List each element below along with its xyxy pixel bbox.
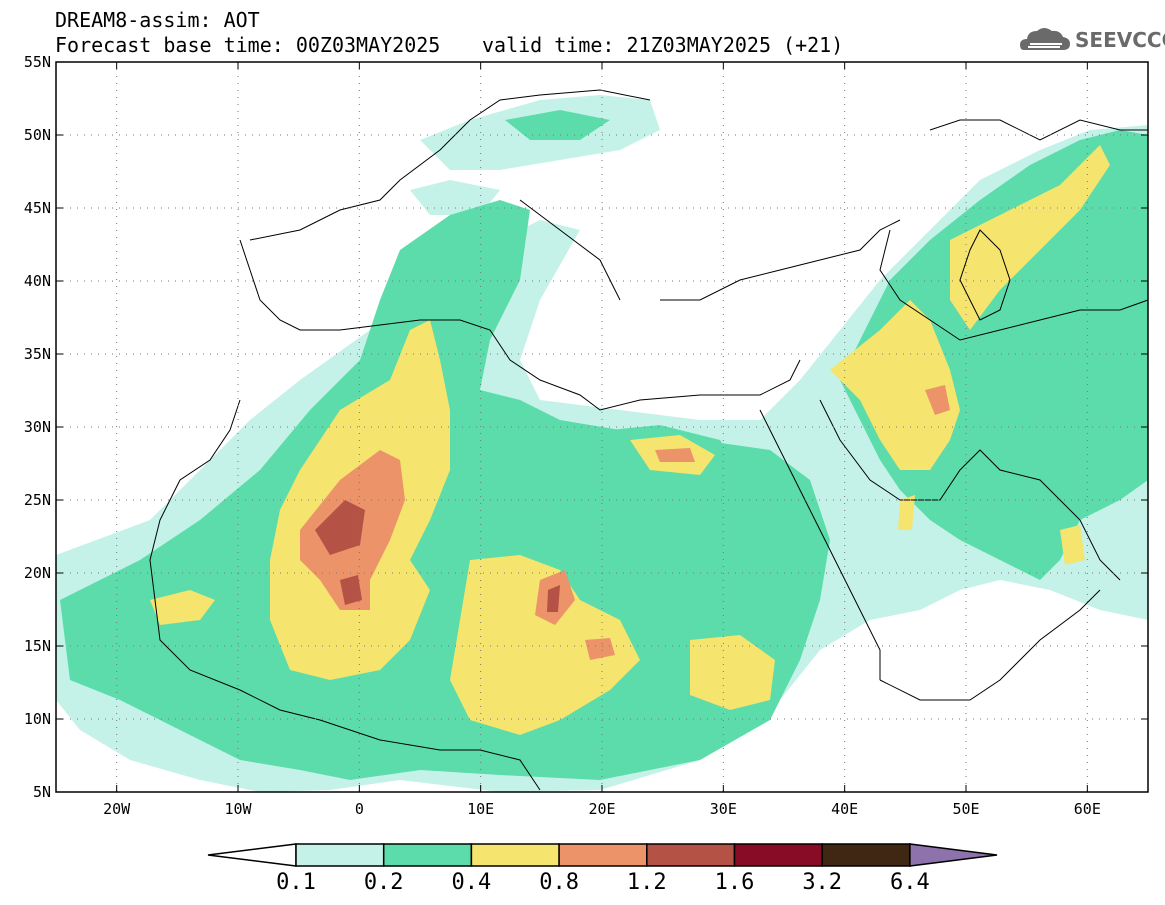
- colorbar-segment: [295, 843, 385, 867]
- logo-text: SEEVCCC: [1075, 28, 1165, 52]
- lon-tick-label: 50E: [952, 800, 979, 818]
- lat-tick-label: 5N: [33, 783, 51, 801]
- map-title: DREAM8-assim: AOT: [55, 8, 260, 32]
- aot-level-0.4-chad: [450, 555, 640, 735]
- lat-tick-label: 50N: [24, 126, 51, 144]
- lon-tick-label: 10W: [224, 800, 252, 818]
- aot-level-1.2-b: [340, 575, 362, 605]
- forecast-base-time: Forecast base time: 00Z03MAY2025: [55, 33, 441, 57]
- lat-tick-label: 35N: [24, 345, 51, 363]
- cloud-logo-icon: [1020, 28, 1070, 50]
- aot-level-0.1-north2: [410, 180, 500, 215]
- lat-tick-label: 40N: [24, 272, 51, 290]
- lat-tick-label: 25N: [24, 491, 51, 509]
- lon-tick-label: 30E: [710, 800, 737, 818]
- lat-tick-label: 55N: [24, 53, 51, 71]
- colorbar-level-label: 0.8: [539, 870, 579, 895]
- aot-level-0.8-iraq: [925, 385, 950, 415]
- aot-level-0.4-arabia: [898, 495, 915, 530]
- valid-time: valid time: 21Z03MAY2025 (+21): [482, 33, 844, 57]
- colorbar: [207, 843, 998, 867]
- aot-field: [56, 95, 1148, 792]
- lon-tick-label: 0: [355, 800, 364, 818]
- lon-tick-label: 60E: [1074, 800, 1101, 818]
- aot-level-1.2: [315, 500, 365, 555]
- latitude-axis: 55N 50N 45N 40N 35N 30N 25N 20N 15N 10N 5N: [24, 53, 1148, 801]
- colorbar-segment: [821, 843, 911, 867]
- lon-tick-label: 10E: [467, 800, 494, 818]
- lon-tick-label: 40E: [831, 800, 858, 818]
- colorbar-level-label: 0.4: [451, 870, 492, 895]
- colorbar-segment: [646, 843, 736, 867]
- colorbar-level-label: 0.1: [276, 870, 316, 895]
- colorbar-level-label: 3.2: [802, 870, 843, 895]
- colorbar-over-triangle: [909, 843, 998, 867]
- aot-level-0.4-iraq: [830, 300, 960, 470]
- colorbar-segment: [558, 843, 648, 867]
- aot-level-1.2-chad: [547, 585, 560, 612]
- grid-lines: [56, 62, 1148, 792]
- aot-level-0.2-ne-sea: [505, 110, 610, 140]
- lat-tick-label: 20N: [24, 564, 51, 582]
- colorbar-level-label: 1.2: [626, 870, 667, 895]
- colorbar-level-label: 1.6: [714, 870, 755, 895]
- aot-level-0.4-oman: [1060, 525, 1085, 565]
- coastlines: [149, 89, 1148, 791]
- colorbar-segment: [382, 843, 473, 867]
- aot-level-0.8-sudan: [585, 638, 615, 660]
- lat-tick-label: 30N: [24, 418, 51, 436]
- lon-tick-label: 20W: [103, 800, 131, 818]
- colorbar-under-triangle: [207, 843, 297, 867]
- aot-level-0.8-egypt: [655, 448, 695, 462]
- lon-tick-label: 20E: [588, 800, 615, 818]
- aot-level-0.2: [60, 200, 830, 780]
- colorbar-segment: [470, 843, 560, 867]
- lat-tick-label: 10N: [24, 710, 51, 728]
- aot-level-0.4-sahel: [150, 590, 215, 625]
- lat-tick-label: 45N: [24, 199, 51, 217]
- aot-level-0.4-sudan: [690, 635, 775, 710]
- lat-tick-label: 15N: [24, 637, 51, 655]
- colorbar-level-label: 0.2: [363, 870, 404, 895]
- colorbar-segment: [733, 843, 823, 867]
- colorbar-level-label: 6.4: [890, 870, 930, 895]
- longitude-axis: 20W 10W 0 10E 20E 30E 40E 50E 60E: [103, 62, 1101, 818]
- aot-level-0.4-caspian: [950, 145, 1110, 330]
